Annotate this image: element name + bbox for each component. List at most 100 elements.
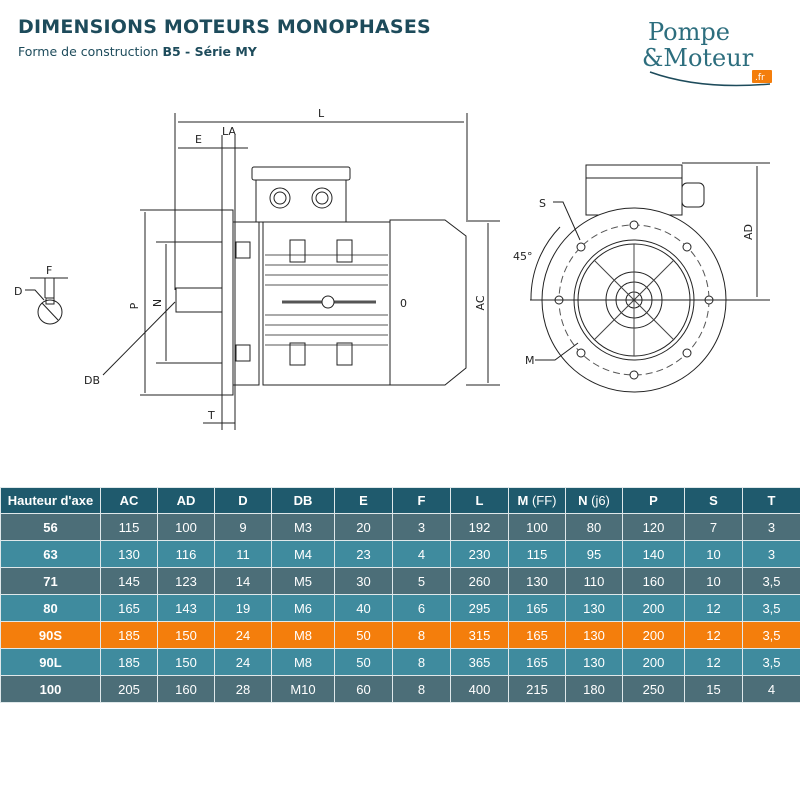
table-cell: 295: [450, 594, 509, 622]
row-label: 71: [0, 567, 101, 595]
table-row: 90L 185 150 24 M8 50 8 365 165 130 200 12 3,5: [0, 648, 800, 676]
table-cell: 6: [392, 594, 451, 622]
column-header-label: DB: [293, 493, 313, 508]
table-cell: 50: [334, 648, 393, 676]
column-header: F: [392, 487, 451, 514]
column-header: AD: [157, 487, 215, 514]
table-cell: 115: [100, 513, 158, 541]
table-cell: 28: [214, 675, 272, 703]
subtitle-series: B5 - Série MY: [162, 44, 257, 59]
column-header-label: E: [359, 493, 368, 508]
table-cell: 180: [565, 675, 623, 703]
table-cell: 150: [157, 621, 215, 649]
column-header: DB: [271, 487, 335, 514]
table-cell: 315: [450, 621, 509, 649]
table-cell: 20: [334, 513, 393, 541]
table-row: 63 130 116 11 M4 23 4 230 115 95 140 10 3: [0, 540, 800, 568]
table-cell: 60: [334, 675, 393, 703]
table-cell: 260: [450, 567, 509, 595]
table-cell: 165: [508, 648, 566, 676]
table-cell: 185: [100, 648, 158, 676]
table-cell: 40: [334, 594, 393, 622]
table-header: Hauteur d'axe AC AD D DB E F L M (FF) N (j6) P S T: [0, 487, 800, 514]
table-row: 100 205 160 28 M10 60 8 400 215 180 250 15 4: [0, 675, 800, 703]
table-cell: 50: [334, 621, 393, 649]
table-cell: 250: [622, 675, 685, 703]
table-cell: 140: [622, 540, 685, 568]
label-N: N: [151, 299, 164, 307]
table-cell: 400: [450, 675, 509, 703]
label-AC: AC: [474, 295, 487, 310]
table-cell: M5: [271, 567, 335, 595]
table-cell: 5: [392, 567, 451, 595]
column-header-label: T: [767, 493, 776, 508]
table-cell: 3,5: [742, 567, 800, 595]
dim-angle: [530, 226, 561, 301]
table-row: 71 145 123 14 M5 30 5 260 130 110 160 10 3,5: [0, 567, 800, 595]
table-cell: 8: [392, 648, 451, 676]
table-cell: 24: [214, 621, 272, 649]
table-cell: 110: [565, 567, 623, 595]
shaft-section: [37, 299, 63, 325]
table-cell: 215: [508, 675, 566, 703]
table-cell: 100: [508, 513, 566, 541]
label-M: M: [525, 354, 535, 367]
side-view: [25, 113, 500, 430]
row-label: 100: [0, 675, 101, 703]
shaft: [175, 287, 223, 313]
table-cell: 23: [334, 540, 393, 568]
table-cell: M6: [271, 594, 335, 622]
table-cell: 145: [100, 567, 158, 595]
table-row: 80 165 143 19 M6 40 6 295 165 130 200 12 3,5: [0, 594, 800, 622]
table-cell: 230: [450, 540, 509, 568]
table-cell: 3,5: [742, 594, 800, 622]
table-cell: 160: [157, 675, 215, 703]
row-label: 63: [0, 540, 101, 568]
column-header: T: [742, 487, 800, 514]
label-angle: 45°: [513, 250, 533, 263]
row-label: 90S: [0, 621, 101, 649]
table-cell: 4: [392, 540, 451, 568]
table-cell: 3,5: [742, 621, 800, 649]
table-cell: 185: [100, 621, 158, 649]
column-header-label: N: [578, 493, 588, 508]
column-header: L: [450, 487, 509, 514]
column-header-sub: (j6): [587, 493, 610, 508]
table-cell: 12: [684, 621, 743, 649]
subtitle-text: Forme de construction: [18, 44, 163, 59]
table-cell: 130: [508, 567, 566, 595]
table-cell: 143: [157, 594, 215, 622]
table-row: 56 115 100 9 M3 20 3 192 100 80 120 7 3: [0, 513, 800, 541]
table-cell: M8: [271, 648, 335, 676]
column-header: P: [622, 487, 685, 514]
column-header-label: Hauteur d'axe: [7, 493, 94, 508]
column-header: N (j6): [565, 487, 623, 514]
table-cell: 123: [157, 567, 215, 595]
table-cell: 4: [742, 675, 800, 703]
table-cell: 165: [508, 594, 566, 622]
column-header-label: S: [709, 493, 718, 508]
column-header: Hauteur d'axe: [0, 487, 101, 514]
logo-tld-badge: [752, 70, 772, 83]
column-header: M (FF): [508, 487, 566, 514]
table-cell: 7: [684, 513, 743, 541]
logo-line1: Pompe: [648, 18, 730, 46]
label-S: S: [539, 197, 546, 210]
table-cell: 205: [100, 675, 158, 703]
table-cell: M3: [271, 513, 335, 541]
label-DB: DB: [84, 374, 100, 387]
table-cell: 3: [742, 540, 800, 568]
table-cell: 200: [622, 621, 685, 649]
table-cell: 8: [392, 621, 451, 649]
table-cell: 8: [392, 675, 451, 703]
motor-drawing: L E LA F D P N DB T AC 0 S 45° M AD: [14, 107, 770, 430]
page-subtitle: Forme de construction B5 - Série MY: [18, 44, 257, 59]
table-cell: 15: [684, 675, 743, 703]
table-cell: 192: [450, 513, 509, 541]
table-cell: 130: [565, 594, 623, 622]
brand-logo: Pompe &Moteur .fr: [642, 18, 772, 87]
column-header: S: [684, 487, 743, 514]
table-cell: 165: [508, 621, 566, 649]
table-cell: 10: [684, 540, 743, 568]
flange: [221, 209, 234, 396]
